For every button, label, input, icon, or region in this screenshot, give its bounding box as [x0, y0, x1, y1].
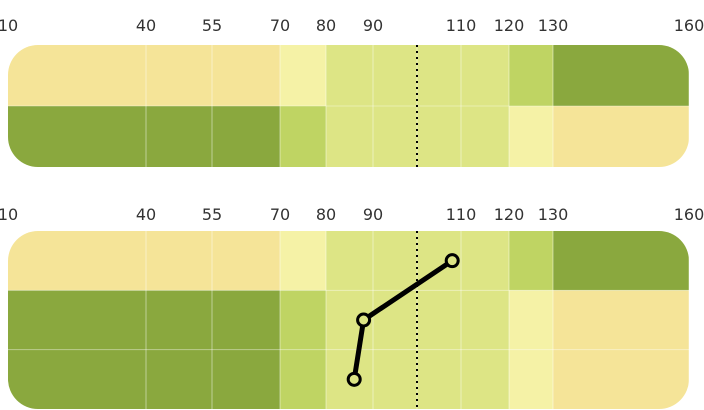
- heatmap-cell: [509, 231, 553, 291]
- x-tick-label: 55: [202, 16, 222, 35]
- x-tick-label: 110: [446, 205, 477, 224]
- x-tick-label: 55: [202, 205, 222, 224]
- heatmap-cell: [461, 231, 509, 291]
- x-tick-label: 90: [363, 205, 383, 224]
- heatmap-cell: [509, 45, 553, 106]
- heatmap-cell: [146, 45, 212, 106]
- trace-point: [444, 253, 460, 269]
- heatmap-panel-1: 10 40 55 70 80 90 110 120 130 160: [0, 16, 704, 170]
- heatmap-cell: [280, 231, 326, 291]
- heatmap-cell: [417, 45, 461, 106]
- trace-point: [346, 371, 362, 387]
- heatmap-cell: [553, 45, 689, 106]
- heatmap-cell: [212, 231, 280, 291]
- heatmap-cell: [417, 290, 461, 350]
- heatmap-cell: [553, 106, 689, 167]
- heatmap-cell: [146, 106, 212, 167]
- heatmap-cell: [417, 106, 461, 167]
- heatmap-cell: [326, 231, 373, 291]
- heatmap-cell: [553, 231, 689, 291]
- x-tick-label: 80: [316, 16, 336, 35]
- heatmap-cell: [461, 290, 509, 350]
- heatmap-cell: [146, 290, 212, 350]
- x-tick-label: 70: [270, 16, 290, 35]
- x-tick-label: 120: [494, 16, 525, 35]
- x-tick-label: 90: [363, 16, 383, 35]
- x-tick-label: 130: [538, 205, 569, 224]
- x-tick-label: 110: [446, 16, 477, 35]
- heatmap-cells: [8, 231, 689, 409]
- heatmap-cell: [553, 349, 689, 409]
- heatmap-cell: [212, 106, 280, 167]
- heatmap-cell: [373, 45, 417, 106]
- heatmap-cell: [553, 290, 689, 350]
- heatmap-cell: [212, 290, 280, 350]
- heatmap-cell: [146, 231, 212, 291]
- heatmap-cell: [8, 290, 146, 350]
- heatmap-cell: [509, 106, 553, 167]
- x-tick-label: 160: [674, 16, 704, 35]
- heatmap-cell: [280, 290, 326, 350]
- heatmap-cell: [509, 290, 553, 350]
- heatmap-cell: [8, 349, 146, 409]
- x-tick-label: 40: [136, 16, 156, 35]
- heatmap-cell: [373, 231, 417, 291]
- x-tick-label: 160: [674, 205, 704, 224]
- heatmap-cell: [461, 45, 509, 106]
- heatmap-cell: [461, 349, 509, 409]
- x-tick-label: 130: [538, 16, 569, 35]
- heatmap-cell: [417, 349, 461, 409]
- heatmap-cell: [280, 106, 326, 167]
- heatmap-cell: [8, 45, 146, 106]
- heatmap-cell: [373, 106, 417, 167]
- heatmap-cell: [509, 349, 553, 409]
- heatmap-cell: [280, 45, 326, 106]
- heatmap-cell: [461, 106, 509, 167]
- x-tick-label: 40: [136, 205, 156, 224]
- heatmap-cell: [326, 106, 373, 167]
- heatmap-panel-2: 10 40 55 70 80 90 110 120 130 160: [0, 205, 704, 410]
- x-tick-label: 80: [316, 205, 336, 224]
- heatmap-cell: [326, 45, 373, 106]
- x-tick-label: 120: [494, 205, 525, 224]
- x-tick-label: 10: [0, 16, 18, 35]
- heatmap-cell: [373, 349, 417, 409]
- heatmap-cell: [146, 349, 212, 409]
- x-tick-label: 10: [0, 205, 18, 224]
- heatmap-cell: [280, 349, 326, 409]
- heatmap-cell: [8, 106, 146, 167]
- heatmap-cell: [212, 45, 280, 106]
- heatmap-cells: [8, 45, 689, 167]
- x-tick-label: 70: [270, 205, 290, 224]
- trace-point: [356, 312, 372, 328]
- heatmap-cell: [212, 349, 280, 409]
- heatmap-cell: [8, 231, 146, 291]
